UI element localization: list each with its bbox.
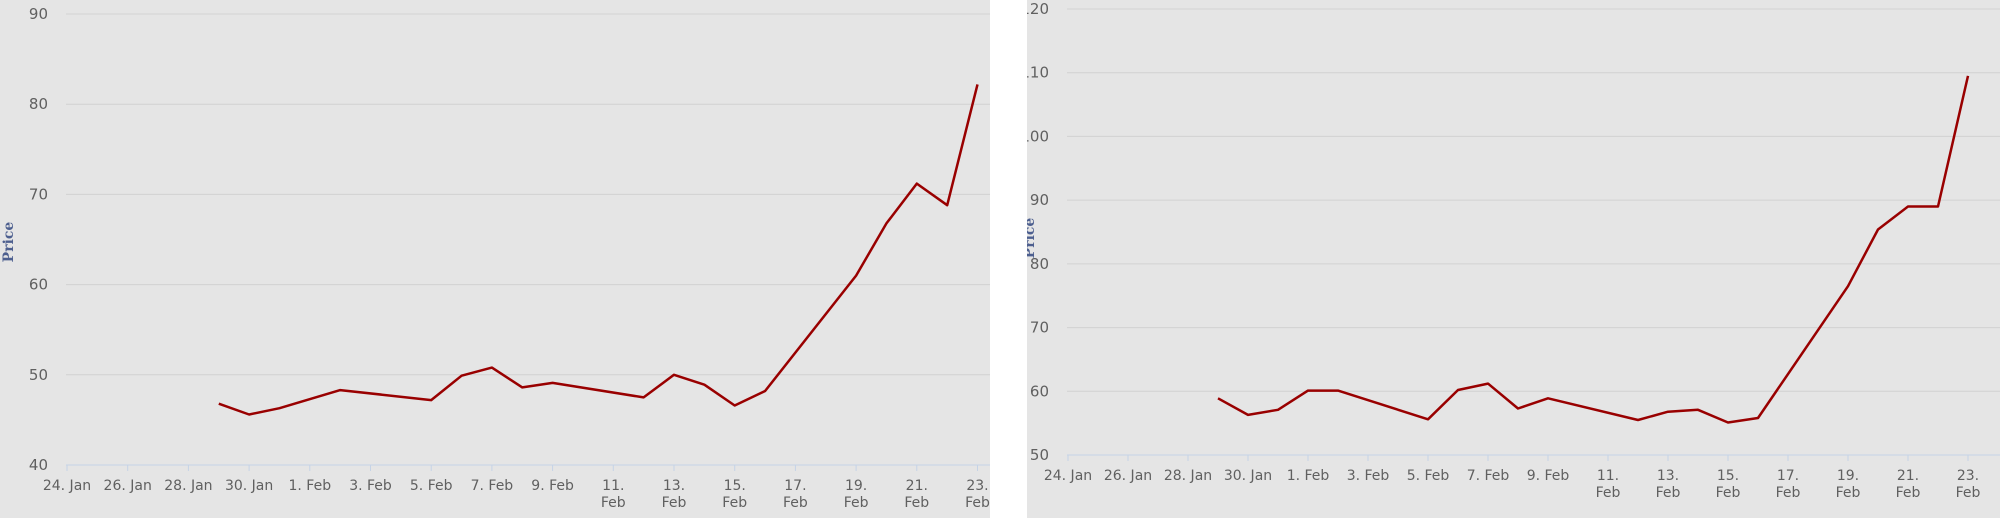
y-tick-label: 40 (29, 456, 48, 474)
y-tick-label: 70 (29, 185, 48, 203)
x-tick-label: 24. Jan (1044, 468, 1092, 484)
y-tick-label: 100 (1027, 127, 1049, 145)
x-tick-label: 21. Feb (904, 478, 929, 511)
x-tick-label: 28. Jan (1164, 468, 1212, 484)
x-tick-label: 3. Feb (1347, 468, 1390, 484)
x-tick-label: 19. Feb (844, 478, 869, 511)
x-tick-label: 23. Feb (1956, 468, 1981, 501)
x-tick-label: 26. Jan (104, 478, 152, 494)
x-tick-label: 1. Feb (1287, 468, 1330, 484)
x-tick-label: 19. Feb (1836, 468, 1861, 501)
x-tick-label: 11. Feb (1596, 468, 1621, 501)
chart-panel-right: 50 60 70 80 90 100 110 120 Price 24. Jan 26. Jan 28… (1027, 0, 2000, 518)
x-tick-label: 30. Jan (1224, 468, 1272, 484)
x-tick-label: 17. Feb (783, 478, 808, 511)
x-tick-label: 5. Feb (1407, 468, 1450, 484)
x-tick-label: 11. Feb (601, 478, 626, 511)
x-tick-label: 23. Feb (965, 478, 990, 511)
price-series-line (218, 84, 979, 416)
x-tick-label: 9. Feb (531, 478, 574, 494)
y-tick-label: 80 (1030, 255, 1049, 273)
x-tick-label: 5. Feb (410, 478, 453, 494)
x-tick-label: 7. Feb (1467, 468, 1510, 484)
x-tick-label: 26. Jan (1104, 468, 1152, 484)
chart-panel-left: 40 50 60 70 80 90 Price 24. Jan 26. Jan 28. Jan 30… (0, 0, 990, 518)
x-tick-label: 24. Jan (43, 478, 91, 494)
y-tick-label: 90 (29, 5, 48, 23)
x-tick-label: 3. Feb (349, 478, 392, 494)
x-tick-label: 21. Feb (1896, 468, 1921, 501)
y-axis-label: Price (1, 222, 17, 263)
y-tick-label: 80 (29, 95, 48, 113)
y-axis-label: Price (1027, 218, 1038, 259)
y-tick-label: 60 (1030, 382, 1049, 400)
x-tick-label: 7. Feb (471, 478, 514, 494)
x-tick-label: 13. Feb (1656, 468, 1681, 501)
x-tick-label: 15. Feb (722, 478, 747, 511)
price-chart-left: 40 50 60 70 80 90 Price 24. Jan 26. Jan 28. Jan 30… (1, 5, 990, 511)
x-tick-label: 9. Feb (1527, 468, 1570, 484)
price-series-line (1217, 75, 1970, 424)
y-tick-label: 90 (1030, 191, 1049, 209)
y-tick-label: 120 (1027, 0, 1049, 18)
y-tick-label: 50 (1030, 446, 1049, 464)
x-tick-label: 30. Jan (225, 478, 273, 494)
x-tick-label: 1. Feb (288, 478, 331, 494)
y-tick-label: 70 (1030, 319, 1049, 337)
y-tick-label: 50 (29, 366, 48, 384)
x-tick-label: 28. Jan (164, 478, 212, 494)
x-tick-label: 15. Feb (1716, 468, 1741, 501)
x-tick-label: 13. Feb (662, 478, 687, 511)
x-tick-label: 17. Feb (1776, 468, 1801, 501)
y-tick-label: 60 (29, 276, 48, 294)
price-chart-right: 50 60 70 80 90 100 110 120 Price 24. Jan 26. Jan 28… (1027, 0, 2000, 501)
y-tick-label: 110 (1027, 64, 1049, 82)
